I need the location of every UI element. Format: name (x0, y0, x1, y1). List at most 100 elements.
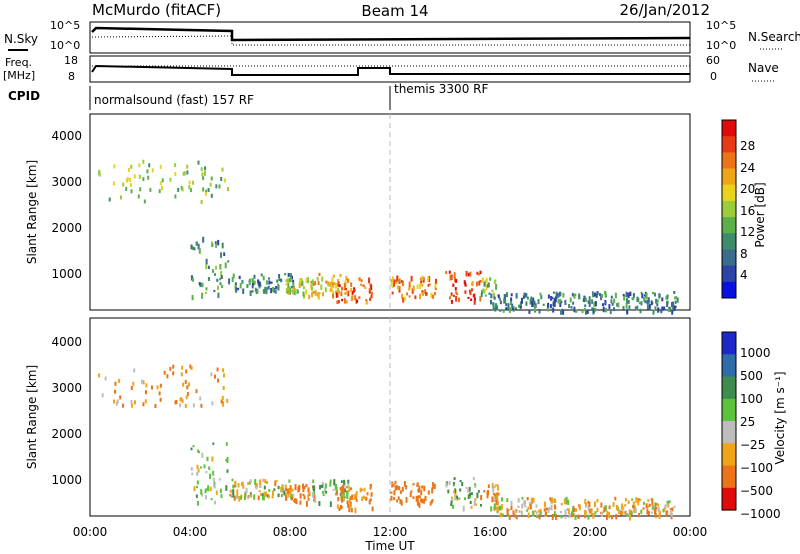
power-echo-cell (321, 276, 324, 282)
velocity-echo-cell (190, 447, 193, 451)
velocity-echo-cell (210, 498, 213, 501)
velocity-echo-cell (237, 483, 240, 488)
power-echo-cell (427, 284, 430, 287)
power-echo-cell (293, 288, 296, 291)
power-echo-cell (526, 296, 529, 300)
velocity-echo-cell (232, 494, 235, 498)
velocity-echo-cell (219, 488, 222, 494)
power-echo-cell (142, 159, 145, 164)
velocity-echo-cell (498, 506, 501, 511)
power-echo-cell (473, 299, 476, 305)
power-echo-cell (338, 290, 341, 294)
power-echo-cell (312, 291, 315, 294)
power-echo-cell (198, 282, 201, 286)
power-echo-cell (265, 288, 268, 295)
velocity-echo-cell (142, 402, 145, 407)
velocity-echo-cell (207, 485, 210, 492)
power-echo-cell (632, 293, 635, 298)
power-echo-cell (202, 176, 205, 181)
power-echo-cell (651, 291, 654, 295)
power-echo-cell (219, 282, 222, 286)
power-echo-cell (344, 298, 346, 304)
power-echo-cell (336, 300, 339, 304)
velocity-cbar-segment (722, 354, 736, 378)
power-echo-cell (557, 293, 560, 298)
power-echo-cell (201, 172, 204, 177)
power-echo-cell (408, 295, 411, 298)
power-ytick-2000: 2000 (51, 221, 82, 235)
velocity-echo-cell (486, 492, 489, 499)
power-echo-cell (614, 292, 617, 299)
power-echo-cell (330, 285, 333, 290)
velocity-echo-cell (220, 494, 223, 499)
velocity-echo-cell (497, 486, 500, 491)
velocity-echo-cell (204, 489, 207, 494)
power-echo-cell (514, 307, 517, 310)
velocity-echo-cell (465, 486, 468, 490)
power-echo-cell (220, 177, 223, 181)
power-cbar-tick-4: 4 (740, 268, 748, 282)
velocity-echo-cell (490, 506, 493, 512)
power-echo-cell (531, 301, 534, 307)
power-echo-cell (467, 296, 470, 299)
freq-label-line2: [MHz] (3, 69, 35, 82)
time-axis: 00:00 04:00 08:00 12:00 16:00 20:00 00:0… (73, 525, 708, 539)
power-echo-cell (492, 302, 495, 307)
power-echo-cell (448, 270, 451, 274)
power-cbar-segment (722, 184, 736, 202)
power-echo-cell (484, 294, 487, 297)
velocity-echo-cell (324, 487, 327, 493)
power-echo-cell (138, 174, 141, 179)
velocity-echo-cell (454, 494, 457, 501)
velocity-echo-cell (197, 449, 200, 453)
velocity-echo-cell (590, 510, 593, 515)
power-echo-cell (595, 295, 598, 298)
power-echo-cell (332, 274, 335, 278)
velocity-colorbar-title: Velocity [m s⁻¹] (773, 371, 787, 464)
velocity-echo-cell (285, 492, 288, 496)
velocity-echo-cell (394, 485, 397, 491)
velocity-echo-cell (259, 485, 262, 488)
xlabel: Time UT (364, 539, 415, 553)
power-echo-cell (406, 292, 409, 296)
velocity-echo-cell (430, 500, 433, 504)
power-echo-cell (306, 279, 309, 284)
velocity-echo-cell (337, 496, 340, 502)
power-echo-cell (602, 306, 605, 313)
velocity-echo-cell (299, 500, 302, 505)
power-echo-cell (403, 296, 406, 301)
power-echo-cell (351, 290, 354, 295)
power-echo-cell (331, 282, 334, 286)
power-echo-cell (643, 297, 646, 302)
velocity-echo-cell (193, 486, 196, 492)
power-echo-cell (191, 295, 194, 301)
nave-tick-top: 60 (706, 54, 720, 67)
power-echo-cell (98, 172, 101, 177)
power-echo-cell (347, 290, 350, 297)
velocity-echo-cell (314, 497, 317, 503)
velocity-echo-cell (332, 488, 335, 491)
velocity-echo-cell (257, 495, 260, 501)
power-echo-cell (369, 297, 372, 301)
power-echo-cell (578, 293, 581, 299)
velocity-echo-cell (322, 493, 325, 496)
power-echo-cell (277, 283, 280, 287)
power-echo-cell (493, 279, 496, 284)
power-echo-cell (207, 277, 210, 281)
velocity-echo-cell (200, 489, 203, 495)
velocity-echo-cell (263, 491, 266, 498)
power-echo-cell (252, 281, 254, 286)
velocity-echo-cell (229, 489, 232, 493)
power-echo-cell (130, 164, 133, 169)
velocity-echo-cell (491, 483, 494, 489)
power-echo-cell (449, 274, 452, 281)
velocity-echo-cell (348, 506, 351, 513)
power-echo-cell (305, 277, 308, 283)
power-echo-cell (278, 278, 281, 281)
velocity-echo-cell (450, 503, 453, 506)
power-echo-cell (655, 298, 658, 304)
velocity-echo-cell (564, 516, 567, 519)
velocity-echo-cell (226, 457, 229, 463)
power-echo-cell (644, 300, 647, 304)
velocity-echo-cell (655, 506, 658, 510)
